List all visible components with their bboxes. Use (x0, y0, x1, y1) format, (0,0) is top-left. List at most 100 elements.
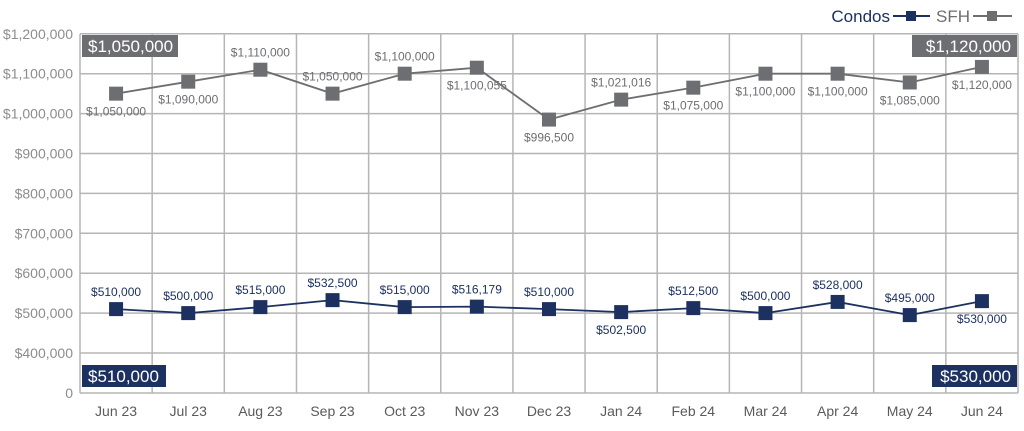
data-point (614, 305, 629, 320)
data-label: $1,050,000 (303, 70, 363, 84)
data-point (109, 302, 124, 317)
data-label: $1,120,000 (952, 78, 1012, 92)
data-label: $532,500 (308, 276, 358, 290)
x-tick-label: Oct 23 (384, 403, 425, 419)
x-tick-label: Jun 24 (961, 403, 1003, 419)
y-tick-label: $1,200,000 (3, 26, 73, 42)
data-label: $1,075,000 (663, 99, 723, 113)
x-tick-label: Dec 23 (527, 403, 572, 419)
sfh-end-callout-text: $1,120,000 (926, 37, 1011, 56)
grid (79, 33, 1019, 394)
condos-start-callout: $510,000 (82, 365, 166, 387)
data-point (542, 112, 556, 127)
sfh-end-callout-box (912, 35, 1017, 57)
condos-start-callout-box (82, 365, 166, 387)
data-point (974, 294, 989, 309)
data-point (397, 300, 412, 315)
condos-start-callout-text: $510,000 (88, 367, 159, 386)
y-tick-label: $400,000 (15, 345, 74, 361)
series-condos: $510,000 $500,000 $515,000 $532,500 $515,000… (91, 276, 1007, 337)
data-label: $510,000 (91, 285, 141, 299)
data-label: $1,100,000 (375, 50, 435, 64)
series-layer: $510,000 $500,000 $515,000 $532,500 $515,000… (86, 46, 1012, 337)
data-label: $515,000 (235, 283, 285, 297)
x-axis: Jun 23 Jul 23 Aug 23 Sep 23 Oct 23 Nov 23 Dec … (95, 403, 1003, 419)
data-point (325, 86, 340, 101)
condos-end-callout-box (932, 365, 1017, 387)
y-tick-label: $700,000 (15, 225, 74, 241)
data-label: $500,000 (740, 289, 790, 303)
y-axis: 0 $400,000 $500,000 $600,000 $700,000 $800,00… (3, 26, 73, 401)
x-tick-label: Aug 23 (238, 403, 283, 419)
x-tick-label: Nov 23 (455, 403, 500, 419)
x-tick-label: Jun 23 (95, 403, 137, 419)
y-tick-label: $900,000 (15, 146, 74, 162)
x-tick-label: Sep 23 (310, 403, 355, 419)
data-label: $512,500 (668, 284, 718, 298)
data-point (469, 60, 484, 75)
y-tick-label: $500,000 (15, 305, 74, 321)
data-point (758, 66, 773, 81)
legend-sfh-marker (973, 11, 1012, 21)
data-label: $996,500 (524, 131, 574, 145)
data-point (902, 308, 917, 323)
data-point (686, 301, 701, 316)
data-label: $495,000 (885, 291, 935, 305)
y-tick-label: $600,000 (15, 265, 74, 281)
legend-condos-marker (893, 11, 930, 21)
callouts: $1,050,000 $1,120,000 $510,000 $530,000 (82, 35, 1017, 387)
x-tick-label: Jan 24 (600, 403, 642, 419)
x-tick-label: May 24 (887, 403, 933, 419)
data-label: $502,500 (596, 323, 646, 337)
data-label: $500,000 (163, 289, 213, 303)
data-label: $1,090,000 (158, 93, 218, 107)
data-point (253, 300, 268, 315)
data-point (109, 86, 124, 101)
y-tick-label: $800,000 (15, 185, 74, 201)
data-point (686, 80, 701, 95)
data-point (253, 62, 268, 77)
data-point (181, 306, 196, 321)
series-sfh: $1,050,000 $1,090,000 $1,110,000 $1,050,000… (86, 46, 1012, 145)
y-tick-label: 0 (65, 385, 73, 401)
data-label: $1,110,000 (231, 46, 290, 60)
data-label: $528,000 (813, 278, 863, 292)
data-point (325, 293, 340, 308)
data-point (902, 75, 917, 90)
x-tick-label: Mar 24 (744, 403, 788, 419)
x-tick-label: Feb 24 (672, 403, 716, 419)
data-label: $1,085,000 (880, 93, 940, 107)
condos-end-callout: $530,000 (932, 365, 1017, 387)
data-label: $1,021,016 (591, 76, 651, 90)
data-point (974, 59, 989, 74)
legend: Condos SFH (831, 7, 1012, 26)
data-label: $510,000 (524, 285, 574, 299)
data-label: $516,179 (452, 283, 502, 297)
legend-sfh-label: SFH (936, 7, 970, 26)
sfh-end-callout: $1,120,000 (912, 35, 1017, 57)
x-tick-label: Apr 24 (817, 403, 858, 419)
sfh-start-callout-box (82, 35, 178, 57)
sfh-start-callout: $1,050,000 (82, 35, 178, 57)
data-point (614, 92, 629, 107)
data-label: $1,100,000 (808, 85, 868, 99)
data-point (830, 66, 845, 81)
data-label: $515,000 (380, 283, 430, 297)
data-point (181, 74, 196, 89)
condos-end-callout-text: $530,000 (940, 367, 1011, 386)
sfh-start-callout-text: $1,050,000 (88, 37, 173, 56)
data-point (469, 299, 484, 314)
data-label: $1,050,000 (86, 105, 146, 119)
y-tick-label: $1,100,000 (3, 66, 73, 82)
y-tick-label: $1,000,000 (3, 106, 73, 122)
data-point (542, 302, 556, 317)
data-point (397, 66, 412, 81)
data-label: $1,100,000 (735, 85, 795, 99)
legend-condos-label: Condos (831, 7, 890, 26)
data-point (758, 306, 773, 321)
data-label: $530,000 (957, 312, 1007, 326)
data-label: $1,100,055 (447, 79, 507, 93)
data-point (830, 294, 845, 309)
x-tick-label: Jul 23 (170, 403, 208, 419)
